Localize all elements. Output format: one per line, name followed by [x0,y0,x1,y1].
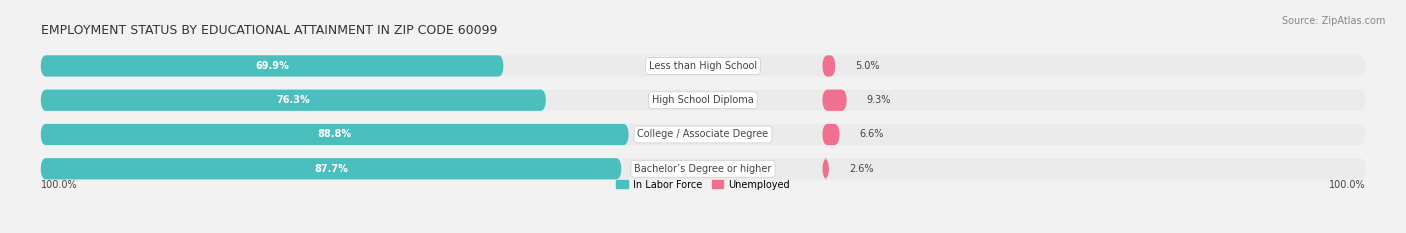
FancyBboxPatch shape [41,55,1365,77]
FancyBboxPatch shape [41,90,546,111]
Text: 5.0%: 5.0% [855,61,880,71]
Text: 100.0%: 100.0% [41,180,77,190]
FancyBboxPatch shape [823,124,839,145]
Text: High School Diploma: High School Diploma [652,95,754,105]
FancyBboxPatch shape [823,90,846,111]
Text: 100.0%: 100.0% [1329,180,1365,190]
Text: Less than High School: Less than High School [650,61,756,71]
Text: 88.8%: 88.8% [318,130,352,140]
Text: 6.6%: 6.6% [859,130,884,140]
FancyBboxPatch shape [41,158,621,179]
Text: 69.9%: 69.9% [256,61,290,71]
FancyBboxPatch shape [823,55,835,77]
FancyBboxPatch shape [41,90,1365,111]
Text: Bachelor’s Degree or higher: Bachelor’s Degree or higher [634,164,772,174]
Text: College / Associate Degree: College / Associate Degree [637,130,769,140]
Text: 87.7%: 87.7% [314,164,347,174]
FancyBboxPatch shape [41,124,1365,145]
Text: Source: ZipAtlas.com: Source: ZipAtlas.com [1281,16,1385,26]
FancyBboxPatch shape [41,55,503,77]
Text: 9.3%: 9.3% [866,95,891,105]
Text: 2.6%: 2.6% [849,164,873,174]
FancyBboxPatch shape [823,158,830,179]
FancyBboxPatch shape [41,124,628,145]
FancyBboxPatch shape [41,158,1365,179]
Legend: In Labor Force, Unemployed: In Labor Force, Unemployed [612,176,794,194]
Text: 76.3%: 76.3% [277,95,311,105]
Text: EMPLOYMENT STATUS BY EDUCATIONAL ATTAINMENT IN ZIP CODE 60099: EMPLOYMENT STATUS BY EDUCATIONAL ATTAINM… [41,24,496,37]
